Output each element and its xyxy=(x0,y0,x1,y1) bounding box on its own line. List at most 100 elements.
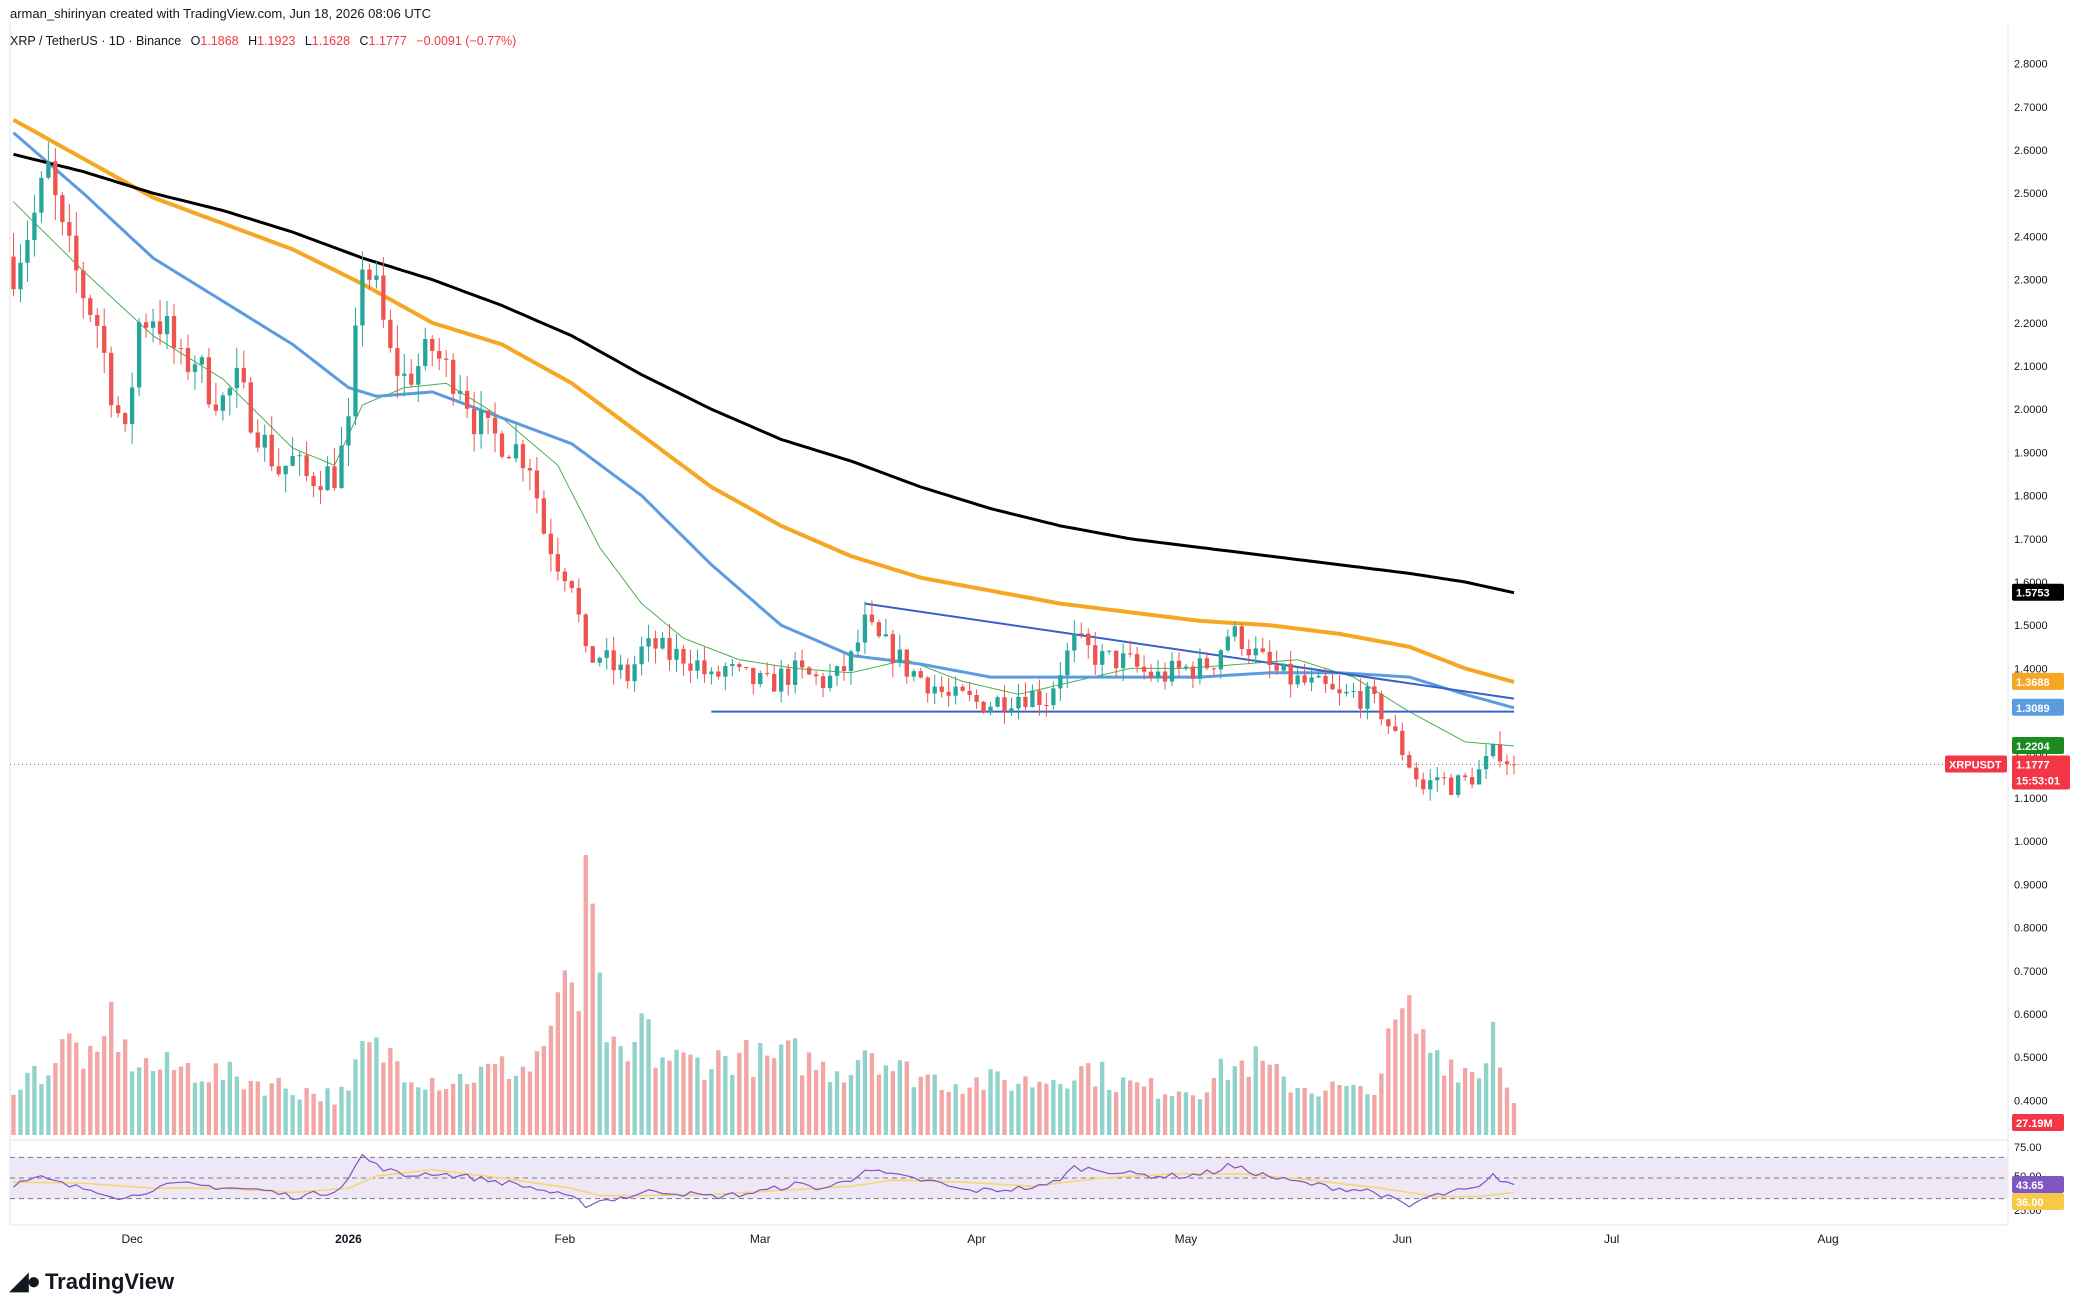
volume-bar xyxy=(1058,1084,1063,1135)
candle-body xyxy=(1435,777,1440,781)
volume-bar xyxy=(1260,1060,1265,1135)
volume-bar xyxy=(199,1081,205,1135)
volume-bar xyxy=(1183,1092,1189,1135)
volume-bar xyxy=(820,1061,826,1135)
volume-bar xyxy=(981,1090,986,1135)
volume-bar xyxy=(534,1051,540,1135)
candle-body xyxy=(255,432,260,448)
candle-body xyxy=(772,673,777,692)
volume-bar xyxy=(1162,1094,1168,1135)
volume-bar xyxy=(297,1099,302,1135)
candle-body xyxy=(116,405,121,414)
candle-body xyxy=(53,161,58,196)
symbol-name[interactable]: XRP / TetherUS · 1D · Binance xyxy=(10,34,182,48)
candle-body xyxy=(171,316,177,349)
candle-body xyxy=(1386,719,1391,727)
candle-body xyxy=(478,410,484,435)
volume-bar xyxy=(618,1046,623,1135)
volume-bar xyxy=(660,1057,665,1135)
volume-bar xyxy=(157,1069,163,1135)
candle-body xyxy=(820,676,826,689)
volume-bar xyxy=(283,1088,288,1135)
volume-bar xyxy=(11,1094,16,1135)
volume-bar xyxy=(988,1069,993,1135)
candle-body xyxy=(688,663,693,671)
volume-bar xyxy=(1148,1078,1154,1135)
volume-bar xyxy=(185,1062,191,1135)
time-tick-label: Mar xyxy=(750,1232,771,1246)
candle-body xyxy=(1358,690,1363,709)
open-label: O xyxy=(190,34,201,48)
candle-body xyxy=(618,664,623,671)
candle-body xyxy=(632,664,637,682)
volume-bar xyxy=(1051,1079,1056,1135)
candle-body xyxy=(576,588,581,615)
time-tick-label: Aug xyxy=(1817,1232,1838,1246)
volume-bar xyxy=(248,1080,253,1135)
volume-bar xyxy=(653,1067,658,1135)
candle-body xyxy=(1469,777,1475,785)
candle-body xyxy=(471,408,477,435)
candle-body xyxy=(660,637,665,649)
candle-body xyxy=(806,667,812,675)
volume-bar xyxy=(1197,1099,1203,1135)
candle-body xyxy=(1044,704,1049,706)
volume-bar xyxy=(1469,1071,1475,1135)
volume-bar xyxy=(46,1075,51,1135)
volume-bar xyxy=(109,1001,114,1135)
candle-body xyxy=(953,686,958,696)
candle-body xyxy=(1037,690,1042,705)
volume-bar xyxy=(1086,1063,1091,1135)
volume-bar xyxy=(430,1077,435,1135)
volume-bar xyxy=(1462,1067,1468,1135)
candle-body xyxy=(799,660,805,668)
volume-bar xyxy=(890,1071,896,1135)
volume-bar xyxy=(1016,1083,1021,1135)
volume-bar xyxy=(1372,1094,1377,1135)
volume-bar xyxy=(541,1046,547,1135)
candle-body xyxy=(723,665,728,677)
candle-body xyxy=(939,686,944,692)
volume-bar xyxy=(136,1067,142,1135)
volume-bar xyxy=(1002,1080,1007,1135)
candle-body xyxy=(109,352,114,406)
tradingview-brand[interactable]: ◢● TradingView xyxy=(10,1267,174,1296)
volume-bar xyxy=(290,1095,295,1135)
candle-body xyxy=(737,664,742,667)
time-axis[interactable]: Dec 2026 Feb Mar Apr May Jun Jul Aug xyxy=(121,1232,1838,1246)
candle-body xyxy=(25,240,30,263)
candle-body xyxy=(276,466,281,475)
volume-bar xyxy=(1190,1095,1196,1135)
candle-body xyxy=(869,614,875,623)
candle-body xyxy=(11,256,16,290)
volume-bar xyxy=(590,903,595,1135)
candlesticks xyxy=(11,141,1517,801)
ma-100-badge xyxy=(2012,672,2064,690)
time-tick-label: 2026 xyxy=(335,1232,362,1246)
volume-bar xyxy=(569,982,574,1135)
candle-body xyxy=(1107,650,1112,652)
candle-body xyxy=(555,554,561,572)
volume-bar xyxy=(583,855,588,1135)
candle-body xyxy=(241,367,246,383)
candle-body xyxy=(157,321,163,335)
volume-bar xyxy=(799,1075,805,1135)
volume-bar xyxy=(122,1039,128,1135)
volume-bar xyxy=(1442,1075,1447,1135)
close-label: C xyxy=(359,34,369,48)
rsi-ma-badge-text: 36.00 xyxy=(2016,1197,2044,1209)
volume-bar xyxy=(1274,1063,1279,1135)
candle-body xyxy=(1372,686,1377,694)
candle-body xyxy=(862,614,868,643)
volume-bar xyxy=(758,1043,763,1135)
volume-bar xyxy=(918,1076,923,1135)
candle-body xyxy=(451,359,456,394)
candle-body xyxy=(1093,645,1098,665)
volume-bar xyxy=(597,972,602,1135)
volume-bar xyxy=(960,1093,965,1135)
volume-bar xyxy=(939,1090,944,1135)
price-axis[interactable]: 2.8000 2.7000 2.6000 2.5000 2.4000 2.3000 2.20… xyxy=(2014,59,2048,1108)
candle-body xyxy=(367,269,372,280)
volume-bar xyxy=(1435,1050,1440,1135)
